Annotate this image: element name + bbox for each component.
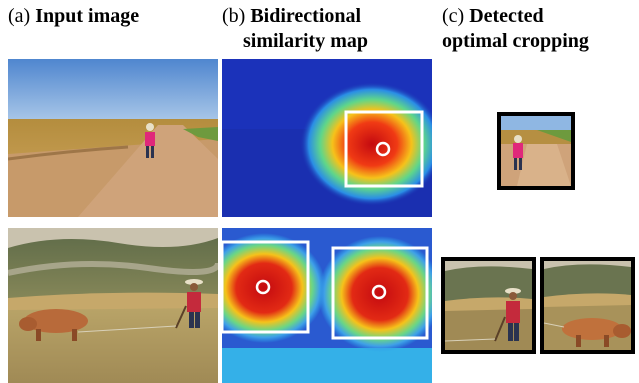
similarity-map-1 (222, 59, 432, 217)
caption-c-line1: Detected (469, 5, 544, 27)
optimal-center-marker (375, 141, 391, 157)
caption-c-tag: (c) (442, 5, 465, 27)
caption-b-second-line: similarity map (243, 31, 368, 51)
caption-a-title: Input image (35, 5, 140, 27)
optimal-crop-box-right (331, 246, 429, 340)
detected-crop-2a (441, 257, 536, 354)
input-image-1 (8, 59, 218, 217)
caption-a-tag: (a) (8, 5, 31, 27)
detected-crop-1 (497, 112, 575, 190)
caption-c-second-line: optimal cropping (442, 31, 589, 51)
similarity-map-2 (222, 228, 432, 383)
child-figure (145, 123, 155, 158)
optimal-center-marker-right (371, 284, 387, 300)
caption-b-line2: similarity map (243, 30, 368, 52)
optimal-crop-box-left (222, 240, 310, 334)
caption-c: (c) Detected (442, 6, 544, 26)
detected-crop-2b (540, 257, 635, 354)
optimal-center-marker-left (255, 279, 271, 295)
farmer-figure (175, 279, 203, 329)
input-image-2 (8, 228, 218, 383)
optimal-crop-box (344, 110, 424, 188)
cow-figure (19, 309, 88, 341)
caption-b-tag: (b) (222, 5, 246, 27)
caption-c-line2: optimal cropping (442, 30, 589, 52)
caption-b: (b) Bidirectional (222, 6, 361, 26)
caption-b-line1: Bidirectional (250, 5, 362, 27)
caption-a: (a) Input image (8, 6, 139, 26)
